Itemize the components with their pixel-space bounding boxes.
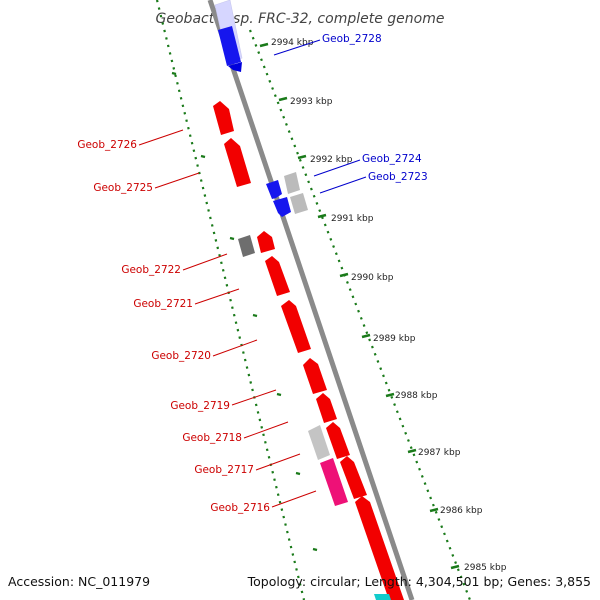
kbp-label: 2985 kbp xyxy=(464,563,507,573)
gene-label-geob-2724[interactable]: Geob_2724 xyxy=(362,153,422,165)
gene-geob-2726[interactable] xyxy=(213,101,234,135)
gene-label-geob-2726[interactable]: Geob_2726 xyxy=(77,139,137,151)
kbp-label: 2987 kbp xyxy=(418,448,461,458)
gene-geob-2722[interactable] xyxy=(257,231,275,253)
gene-geob-2728-block[interactable] xyxy=(218,26,241,66)
accession-text: Accession: NC_011979 xyxy=(8,574,150,589)
reverse-strand-genes xyxy=(214,0,308,217)
gene-geob-2728-arrow[interactable] xyxy=(228,62,242,72)
label-connectors xyxy=(138,39,367,508)
gene-grey-block-lower[interactable] xyxy=(290,193,308,214)
gene-geob-2716[interactable] xyxy=(340,456,367,499)
gene-geob-2721[interactable] xyxy=(265,256,290,296)
genome-summary-text: Topology: circular; Length: 4,304,501 bp… xyxy=(247,574,591,589)
map-title: Geobacter sp. FRC-32, complete genome xyxy=(156,11,445,27)
kbp-label: 2991 kbp xyxy=(331,214,374,224)
kbp-label: 2986 kbp xyxy=(440,506,483,516)
kbp-label: 2990 kbp xyxy=(351,273,394,283)
kbp-tick-marks xyxy=(259,42,460,570)
kbp-label: 2994 kbp xyxy=(271,38,314,48)
gene-label-geob-2717[interactable]: Geob_2717 xyxy=(194,464,254,476)
gene-label-geob-2728[interactable]: Geob_2728 xyxy=(322,33,382,45)
gene-geob-2725[interactable] xyxy=(224,138,251,187)
inner-ring-dotted xyxy=(155,0,306,600)
gene-geob-2723[interactable] xyxy=(273,197,291,217)
gene-geob-2718[interactable] xyxy=(316,393,337,423)
gene-label-geob-2720[interactable]: Geob_2720 xyxy=(151,350,211,362)
gene-dark-grey-block[interactable] xyxy=(238,235,255,257)
gene-label-geob-2716[interactable]: Geob_2716 xyxy=(210,502,270,514)
genome-backbone xyxy=(207,0,415,600)
gene-grey-block-upper[interactable] xyxy=(284,172,300,194)
gene-label-geob-2723[interactable]: Geob_2723 xyxy=(368,171,428,183)
gene-geob-2717[interactable] xyxy=(326,422,350,459)
gene-label-geob-2718[interactable]: Geob_2718 xyxy=(182,432,242,444)
kbp-label: 2988 kbp xyxy=(395,391,438,401)
kbp-labels: 2994 kbp 2993 kbp 2992 kbp 2991 kbp 2990… xyxy=(271,38,507,573)
gene-geob-2720[interactable] xyxy=(281,300,311,353)
gene-label-geob-2721[interactable]: Geob_2721 xyxy=(133,298,193,310)
gene-geob-2724[interactable] xyxy=(266,180,282,199)
gene-labels: Geob_2728 Geob_2726 Geob_2725 Geob_2724 … xyxy=(77,33,427,514)
forward-strand-genes xyxy=(213,101,404,600)
gene-label-geob-2719[interactable]: Geob_2719 xyxy=(170,400,230,412)
gene-label-geob-2722[interactable]: Geob_2722 xyxy=(121,264,181,276)
kbp-label: 2989 kbp xyxy=(373,334,416,344)
gene-label-geob-2725[interactable]: Geob_2725 xyxy=(93,182,153,194)
kbp-label: 2992 kbp xyxy=(310,155,353,165)
gene-geob-2715[interactable] xyxy=(355,496,404,600)
gene-pink-block-2716[interactable] xyxy=(320,458,348,506)
outer-ring-dotted xyxy=(248,29,472,600)
gene-grey-block-2717[interactable] xyxy=(308,425,330,460)
gene-geob-2719[interactable] xyxy=(303,358,327,394)
inner-ring-ticks xyxy=(171,71,318,552)
kbp-label: 2993 kbp xyxy=(290,97,333,107)
gene-cyan-block[interactable] xyxy=(374,594,391,600)
